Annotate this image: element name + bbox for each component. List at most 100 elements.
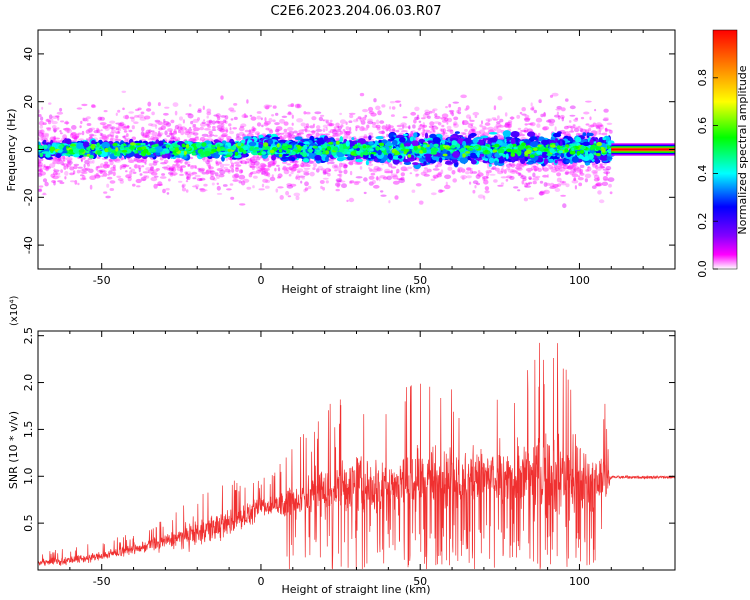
- spectrogram-noise-cell: [134, 115, 140, 118]
- spectrogram-noise-cell: [146, 108, 152, 112]
- spectrogram-noise-cell: [461, 176, 465, 181]
- spectrogram-noise-cell: [259, 167, 266, 171]
- spectrogram-band-cell: [510, 131, 520, 138]
- spectrogram-noise-cell: [595, 130, 602, 135]
- spectrogram-noise-cell: [53, 135, 56, 141]
- spectrogram-noise-cell: [600, 166, 605, 169]
- spectrogram-noise-cell: [364, 114, 368, 118]
- spectrogram-noise-cell: [392, 180, 400, 185]
- spectrogram-noise-cell: [397, 127, 404, 131]
- spectrogram-band-cell: [375, 136, 384, 140]
- spectrogram-noise-cell: [288, 134, 296, 138]
- spectrogram-band-cell: [391, 136, 395, 141]
- spectrogram-noise-cell: [50, 173, 56, 178]
- spectrogram-noise-cell: [246, 186, 252, 190]
- spectrogram-noise-cell: [186, 174, 192, 179]
- spectrogram-noise-cell: [277, 136, 284, 141]
- spectrogram-noise-cell: [574, 168, 581, 173]
- spectrogram-noise-cell: [487, 126, 494, 131]
- spectrogram-noise-cell: [84, 167, 90, 171]
- spectrogram-noise-cell: [313, 163, 317, 168]
- spectrogram-noise-cell: [376, 167, 382, 172]
- spectrogram-noise-cell: [256, 169, 261, 174]
- spectrogram-noise-cell: [212, 178, 217, 181]
- spectrogram-noise-cell: [300, 180, 303, 184]
- spectrogram-noise-cell: [220, 134, 227, 138]
- spectrogram-noise-cell: [140, 111, 145, 115]
- spectrogram-noise-cell: [399, 103, 402, 108]
- spectrogram-noise-cell: [345, 132, 351, 136]
- spectrogram-noise-cell: [528, 181, 533, 185]
- spectrogram-noise-cell: [515, 164, 522, 167]
- spectrogram-noise-cell: [134, 163, 138, 169]
- spectrogram-noise-cell: [428, 125, 434, 129]
- spectrogram-noise-cell: [138, 167, 141, 173]
- spectrogram-noise-cell: [73, 165, 78, 170]
- spectrogram-noise-cell: [356, 118, 358, 121]
- spectrogram-noise-cell: [135, 178, 142, 184]
- spectrogram-noise-cell: [448, 109, 455, 113]
- spectrogram-noise-cell: [169, 130, 173, 135]
- spectrogram-noise-cell: [518, 173, 521, 176]
- spectrogram-noise-cell: [518, 163, 524, 167]
- spectrogram-noise-cell: [197, 108, 202, 112]
- spectrogram-noise-cell: [474, 115, 478, 118]
- spectrogram-noise-cell: [286, 112, 293, 116]
- spectrogram-noise-cell: [348, 112, 356, 115]
- spectrogram-noise-cell: [178, 129, 181, 134]
- spectrogram-band-cell: [339, 136, 344, 143]
- spectrogram-noise-cell: [48, 102, 52, 105]
- spectrogram-noise-cell: [203, 119, 206, 122]
- spectrogram-noise-cell: [554, 126, 557, 132]
- spectrogram-noise-cell: [92, 159, 95, 164]
- spectrogram-noise-cell: [578, 182, 583, 187]
- spectrogram-noise-cell: [238, 180, 242, 184]
- spectrogram-noise-cell: [96, 127, 100, 132]
- spectrogram-noise-cell: [157, 132, 162, 136]
- spectrogram-noise-cell: [286, 184, 294, 189]
- spectrogram-noise-cell: [271, 114, 275, 117]
- spectrogram-noise-cell: [121, 165, 126, 169]
- spectrogram-noise-cell: [81, 103, 88, 107]
- spectrogram-noise-cell: [208, 166, 214, 170]
- spectrogram-noise-cell: [462, 120, 469, 126]
- spectrogram-noise-cell: [464, 108, 468, 111]
- spectrogram-noise-cell: [156, 183, 163, 186]
- spectrogram-noise-cell: [452, 101, 460, 104]
- spectrogram-noise-cell: [426, 130, 432, 134]
- spectrogram-noise-cell: [166, 168, 171, 171]
- spectrogram-noise-cell: [100, 129, 103, 132]
- spectrogram-noise-cell: [215, 113, 221, 119]
- spectrogram-noise-cell: [436, 173, 442, 178]
- spectrogram-band-cell: [323, 135, 329, 142]
- spectrogram-noise-cell: [40, 116, 44, 121]
- spectrogram-noise-cell: [208, 164, 212, 169]
- spectrogram-noise-cell: [126, 125, 130, 128]
- spectrogram-noise-cell: [517, 127, 522, 130]
- spectrogram-noise-cell: [434, 113, 438, 117]
- spectrogram-noise-cell: [213, 114, 219, 117]
- spectrogram-noise-cell: [432, 174, 439, 179]
- spectrogram-noise-cell: [549, 94, 554, 98]
- spectrogram-noise-cell: [290, 167, 298, 171]
- spectrogram-noise-cell: [516, 114, 521, 119]
- spectrogram-noise-cell: [470, 128, 475, 132]
- spectrogram-noise-cell: [559, 180, 567, 184]
- spectrogram-noise-cell: [175, 159, 182, 163]
- spectrogram-noise-cell: [389, 101, 395, 104]
- spectrogram-noise-cell: [184, 161, 191, 164]
- spectrogram-noise-cell: [172, 130, 178, 135]
- spectrogram-noise-cell: [362, 116, 367, 121]
- spectrogram-noise-cell: [561, 116, 564, 122]
- spectrogram-noise-cell: [334, 165, 338, 168]
- spectrogram-noise-cell: [80, 120, 83, 125]
- spectrogram-noise-cell: [121, 163, 127, 167]
- spectrogram-noise-cell: [210, 172, 214, 177]
- spectrogram-noise-cell: [102, 164, 110, 169]
- spectrogram-noise-cell: [545, 182, 551, 186]
- spectrogram-noise-cell: [116, 175, 122, 178]
- spectrogram-noise-cell: [348, 197, 355, 203]
- spectrogram-noise-cell: [226, 188, 232, 191]
- spectrogram-noise-cell: [127, 176, 132, 182]
- spectrogram-noise-cell: [385, 126, 389, 132]
